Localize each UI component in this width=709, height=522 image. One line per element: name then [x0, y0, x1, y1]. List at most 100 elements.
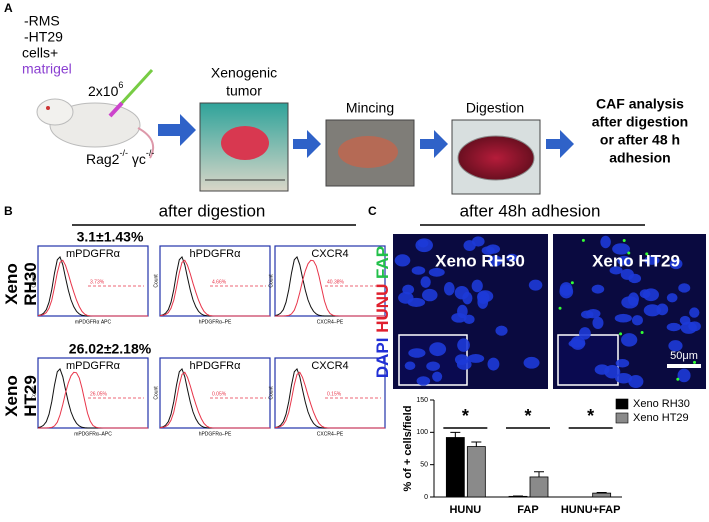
marker-label: CXCR4: [311, 248, 348, 260]
nucleus: [443, 281, 455, 296]
axis-label: CXCR4–PE: [317, 319, 344, 325]
nucleus: [420, 276, 431, 288]
summary: 26.02±2.18%: [69, 341, 152, 357]
axis-label: mPDGFRα–APC: [74, 431, 112, 437]
nucleus: [429, 342, 447, 357]
count-label: Count: [31, 274, 37, 288]
nucleus: [677, 368, 691, 383]
image-label: Xeno RH30: [435, 251, 525, 270]
nucleus: [628, 273, 642, 284]
strain-exp: -/-: [146, 148, 155, 158]
marker-label: hPDGFRα: [190, 360, 242, 372]
nucleus: [398, 291, 414, 304]
stain: DAPI: [373, 338, 392, 379]
nucleus: [689, 307, 700, 318]
axis-label: hPDGFRα–PE: [199, 319, 232, 325]
significance: *: [524, 406, 531, 426]
stain: HUNU: [373, 284, 392, 333]
fap-spot: [693, 360, 697, 364]
nucleus: [528, 279, 543, 291]
error-bar: [450, 431, 461, 438]
nucleus: [585, 309, 601, 319]
stain-label: DAPI HUNU FAP: [373, 246, 392, 378]
control-curve: [37, 367, 148, 429]
nucleus: [578, 327, 591, 340]
y-axis-label: % of + cells/field: [402, 406, 414, 492]
dose-base: 2x10: [88, 83, 119, 99]
axis-label: CXCR4–PE: [317, 431, 344, 437]
result-text: adhesion: [609, 150, 670, 166]
panel-label: B: [4, 204, 13, 218]
nucleus: [600, 235, 611, 249]
nucleus: [428, 267, 445, 277]
nucleus: [416, 376, 431, 386]
fap-spot: [558, 306, 562, 310]
nucleus: [456, 359, 472, 370]
nucleus: [678, 283, 691, 293]
bar: [529, 476, 549, 498]
error-bar: [471, 441, 482, 447]
nucleus: [417, 239, 429, 248]
nucleus: [615, 359, 630, 368]
arrows: [158, 114, 574, 158]
row-label-part: RH30: [21, 262, 40, 305]
nucleus: [394, 254, 411, 267]
significance: *: [462, 406, 469, 426]
legend-label: Xeno HT29: [633, 412, 689, 424]
nucleus: [592, 316, 604, 330]
marker-label: hPDGFRα: [190, 248, 242, 260]
nucleus: [666, 293, 678, 303]
row-label-part: Xeno: [2, 375, 21, 417]
nucleus: [656, 303, 669, 316]
count-label: Count: [153, 274, 159, 288]
nucleus: [628, 375, 644, 389]
dose: 2x106: [88, 80, 123, 98]
image-label: Xeno HT29: [592, 251, 680, 270]
stain: FAP: [373, 246, 392, 279]
nucleus: [621, 333, 638, 347]
nucleus: [621, 296, 639, 309]
percent-label: 3.73%: [90, 279, 105, 285]
nucleus: [432, 371, 443, 382]
mincing-photo: [325, 119, 415, 187]
nucleus: [617, 255, 632, 266]
nucleus: [591, 284, 605, 294]
nucleus: [559, 282, 573, 296]
step-text: Xenogenic: [211, 65, 277, 81]
nucleus: [451, 312, 467, 323]
nucleus: [471, 279, 483, 293]
nucleus: [644, 255, 660, 265]
y-tick-label: 100: [416, 429, 428, 436]
digestion-photo: [451, 119, 541, 195]
panel-label: A: [4, 1, 13, 15]
strain: Rag2: [86, 151, 120, 167]
stain-curve: [159, 259, 270, 317]
panel-label: C: [368, 204, 377, 218]
cells-text: -HT29: [24, 29, 63, 45]
nucleus: [495, 325, 508, 336]
fap-spot: [627, 251, 631, 255]
nucleus: [402, 284, 415, 295]
count-label: Count: [268, 386, 274, 400]
nucleus: [668, 340, 683, 352]
x-tick-label: HUNU+FAP: [561, 504, 621, 516]
axis-label: hPDGFRα–PE: [199, 431, 232, 437]
control-curve: [274, 255, 385, 317]
step-text: Digestion: [466, 100, 524, 116]
x-tick-label: HUNU: [449, 504, 481, 516]
stain-curve: [275, 259, 385, 317]
marker-label: mPDGFRα: [66, 248, 121, 260]
row-label-part: HT29: [21, 375, 40, 417]
bar: [466, 446, 486, 498]
row-label: XenoRH30: [2, 262, 40, 305]
count-label: Count: [268, 274, 274, 288]
significance: *: [587, 406, 594, 426]
nucleus: [631, 315, 643, 326]
nucleus: [612, 243, 630, 255]
marker-label: CXCR4: [311, 360, 348, 372]
summary: 3.1±1.43%: [77, 229, 144, 245]
nucleus: [570, 336, 586, 350]
row-label: XenoHT29: [2, 375, 40, 417]
fap-spot: [622, 239, 626, 243]
